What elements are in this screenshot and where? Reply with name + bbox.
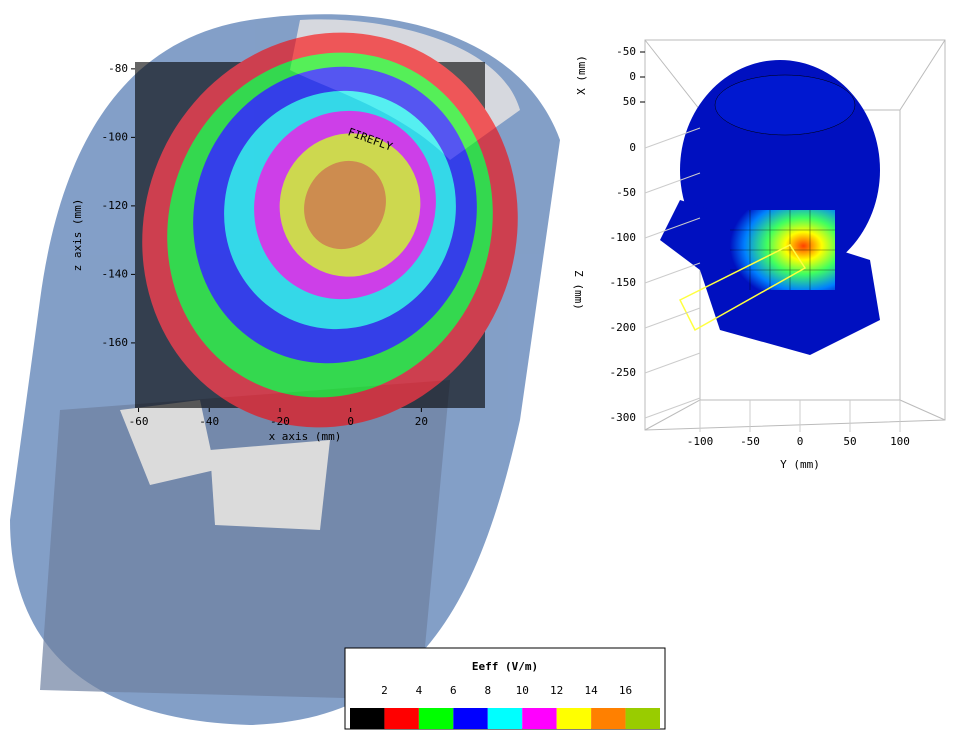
legend-swatch [487, 708, 523, 729]
y-tick-label: -140 [102, 267, 129, 280]
z-tick-label: -150 [610, 276, 637, 289]
legend-tick-label: 14 [584, 684, 598, 697]
y-tick-label: -80 [108, 62, 128, 75]
z-grid-line [644, 217, 701, 239]
y-tick-label: -100 [102, 130, 129, 143]
x-tick-label: 50 [623, 95, 636, 108]
x-tick-label: -20 [270, 415, 290, 428]
x-tick-label: -50 [616, 45, 636, 58]
y-tick-label: -100 [687, 435, 714, 448]
legend-swatch [384, 708, 419, 729]
x-axis-label: X (mm) [575, 55, 588, 95]
z-grid-line [644, 397, 701, 419]
y-tick-label: 100 [890, 435, 910, 448]
y-axis-label: z axis (mm) [71, 199, 84, 272]
z-axis-label: Z (mm) [572, 270, 585, 310]
y-tick-label: -160 [102, 336, 129, 349]
legend-tick-label: 4 [416, 684, 423, 697]
x-axis-label: x axis (mm) [269, 430, 342, 443]
legend-title: Eeff (V/m) [472, 660, 538, 673]
y-tick-label: 0 [797, 435, 804, 448]
y-tick-label: -120 [102, 199, 129, 212]
z-tick-label: -50 [616, 186, 636, 199]
x-tick-label: -60 [129, 415, 149, 428]
z-grid-line [644, 352, 701, 374]
z-tick-label: -200 [610, 321, 637, 334]
legend-swatch [418, 708, 454, 729]
legend-swatch [591, 708, 626, 729]
z-tick-label: 0 [629, 141, 636, 154]
legend-swatch [522, 708, 557, 729]
legend-swatch [453, 708, 488, 729]
y-axis-label: Y (mm) [780, 458, 820, 471]
legend-tick-label: 2 [381, 684, 388, 697]
legend-swatch [625, 708, 660, 729]
legend-swatch [556, 708, 592, 729]
x-tick-label: -40 [199, 415, 219, 428]
z-tick-label: -100 [610, 231, 637, 244]
z-tick-label: -250 [610, 366, 637, 379]
z-grid-line [644, 127, 701, 149]
y-tick-label: -50 [740, 435, 760, 448]
field-contours [135, 32, 518, 428]
z-grid-line [644, 307, 701, 329]
y-tick-label: 50 [843, 435, 856, 448]
z-tick-label: -300 [610, 411, 637, 424]
legend-tick-label: 12 [550, 684, 563, 697]
legend-tick-label: 16 [619, 684, 632, 697]
x-tick-label: 20 [415, 415, 428, 428]
x-tick-label: 0 [347, 415, 354, 428]
legend-swatch [350, 708, 385, 729]
legend-tick-label: 10 [516, 684, 529, 697]
head [660, 60, 880, 355]
z-grid-line [644, 172, 701, 194]
x-tick-label: 0 [629, 70, 636, 83]
legend-tick-label: 6 [450, 684, 457, 697]
z-grid-line [644, 262, 701, 284]
legend-tick-label: 8 [484, 684, 491, 697]
